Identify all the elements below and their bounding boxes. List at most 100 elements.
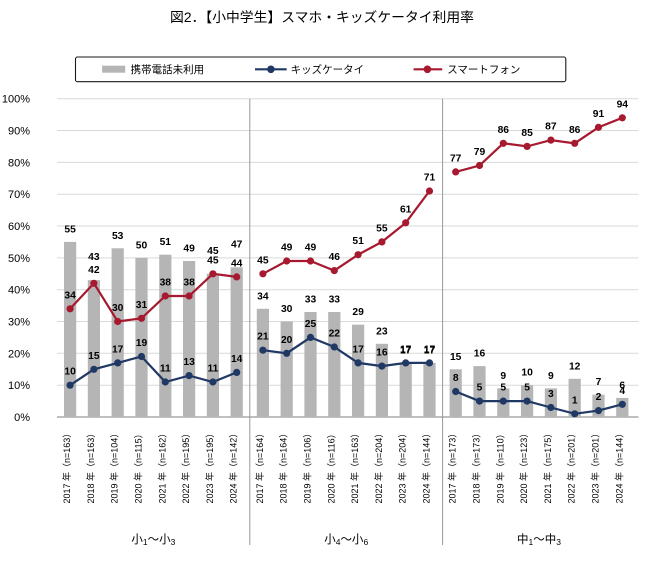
svg-text:2020 年（n=115）: 2020 年（n=115） — [133, 429, 144, 503]
svg-text:17: 17 — [352, 344, 364, 355]
svg-text:38: 38 — [183, 278, 195, 289]
svg-text:7: 7 — [596, 377, 602, 388]
svg-text:91: 91 — [593, 109, 605, 120]
svg-text:12: 12 — [569, 361, 581, 372]
svg-text:4: 4 — [619, 386, 625, 397]
svg-text:85: 85 — [521, 128, 533, 139]
svg-text:16: 16 — [376, 348, 388, 359]
svg-text:小4～小6: 小4～小6 — [324, 533, 368, 547]
svg-text:55: 55 — [64, 224, 76, 235]
svg-text:44: 44 — [231, 258, 243, 269]
svg-text:2019 年（n=106）: 2019 年（n=106） — [302, 429, 313, 504]
svg-text:87: 87 — [545, 122, 557, 133]
svg-text:2020 年（n=123）: 2020 年（n=123） — [518, 429, 529, 504]
svg-text:2023 年（n=195）: 2023 年（n=195） — [204, 429, 215, 504]
svg-text:5: 5 — [524, 383, 530, 394]
svg-text:31: 31 — [136, 300, 148, 311]
svg-text:77: 77 — [450, 153, 462, 164]
svg-text:55: 55 — [376, 223, 388, 234]
svg-text:2024 年（n=142）: 2024 年（n=142） — [228, 429, 239, 504]
svg-text:2018 年（n=163）: 2018 年（n=163） — [85, 429, 96, 504]
svg-text:100%: 100% — [2, 94, 30, 106]
svg-text:86: 86 — [498, 125, 510, 136]
svg-text:49: 49 — [305, 243, 317, 254]
svg-text:79: 79 — [474, 147, 486, 158]
svg-text:16: 16 — [474, 349, 486, 360]
svg-text:90%: 90% — [8, 126, 30, 138]
svg-text:11: 11 — [160, 364, 171, 375]
svg-text:2018 年（n=164）: 2018 年（n=164） — [278, 429, 289, 504]
svg-text:50%: 50% — [8, 253, 30, 265]
svg-text:2017 年（n=164）: 2017 年（n=164） — [254, 429, 265, 504]
svg-text:30: 30 — [112, 303, 124, 314]
svg-text:70%: 70% — [8, 189, 30, 201]
svg-text:43: 43 — [88, 252, 100, 263]
svg-text:61: 61 — [400, 204, 412, 215]
svg-text:45: 45 — [257, 255, 269, 266]
svg-text:1: 1 — [572, 395, 578, 406]
svg-text:携帯電話未利用: 携帯電話未利用 — [131, 63, 205, 76]
svg-text:20%: 20% — [8, 348, 30, 360]
svg-text:23: 23 — [376, 326, 388, 337]
svg-text:2017 年（n=173）: 2017 年（n=173） — [447, 429, 458, 504]
svg-text:19: 19 — [136, 338, 148, 349]
svg-text:10: 10 — [521, 368, 533, 379]
svg-text:80%: 80% — [8, 157, 30, 169]
svg-text:2021 年（n=163）: 2021 年（n=163） — [349, 429, 360, 504]
svg-text:スマートフォン: スマートフォン — [447, 64, 520, 76]
svg-text:60%: 60% — [8, 221, 30, 233]
svg-text:15: 15 — [88, 351, 100, 362]
svg-text:30%: 30% — [8, 317, 30, 329]
svg-text:2023 年（n=204）: 2023 年（n=204） — [397, 429, 408, 504]
svg-text:45: 45 — [207, 255, 219, 266]
svg-text:14: 14 — [231, 354, 243, 365]
svg-text:キッズケータイ: キッズケータイ — [291, 63, 365, 76]
svg-text:2022 年（n=201）: 2022 年（n=201） — [566, 429, 577, 504]
svg-text:17: 17 — [424, 344, 436, 355]
svg-text:2022 年（n=204）: 2022 年（n=204） — [373, 429, 384, 504]
svg-text:2021 年（n=175）: 2021 年（n=175） — [542, 429, 553, 504]
svg-text:2019 年（n=110）: 2019 年（n=110） — [494, 429, 505, 503]
svg-text:46: 46 — [329, 252, 341, 263]
svg-text:22: 22 — [329, 329, 341, 340]
svg-text:2: 2 — [596, 392, 602, 403]
svg-text:9: 9 — [548, 371, 554, 382]
svg-text:38: 38 — [160, 278, 172, 289]
svg-text:47: 47 — [231, 239, 243, 250]
svg-text:53: 53 — [112, 231, 124, 242]
svg-text:9: 9 — [500, 371, 506, 382]
svg-text:86: 86 — [569, 125, 581, 136]
svg-text:34: 34 — [257, 291, 269, 302]
svg-text:2020 年（n=116）: 2020 年（n=116） — [325, 429, 336, 503]
svg-text:小1～小3: 小1～小3 — [131, 533, 175, 547]
svg-text:29: 29 — [352, 307, 364, 318]
svg-text:17: 17 — [400, 344, 412, 355]
svg-text:34: 34 — [64, 290, 76, 301]
svg-text:2024 年（n=144）: 2024 年（n=144） — [613, 429, 624, 504]
svg-text:21: 21 — [257, 332, 269, 343]
svg-text:33: 33 — [329, 295, 341, 306]
svg-text:中1～中3: 中1～中3 — [517, 533, 561, 547]
svg-text:51: 51 — [160, 237, 172, 248]
svg-text:30: 30 — [281, 304, 293, 315]
svg-text:42: 42 — [88, 265, 100, 276]
svg-text:71: 71 — [424, 173, 436, 184]
svg-text:15: 15 — [450, 352, 462, 363]
svg-text:17: 17 — [112, 344, 124, 355]
svg-text:51: 51 — [352, 236, 364, 247]
svg-text:8: 8 — [453, 373, 459, 384]
svg-text:2022 年（n=195）: 2022 年（n=195） — [180, 429, 191, 504]
svg-text:2018 年（n=173）: 2018 年（n=173） — [471, 429, 482, 504]
svg-text:2017 年（n=163）: 2017 年（n=163） — [61, 429, 72, 504]
svg-text:2024 年（n=144）: 2024 年（n=144） — [421, 429, 432, 504]
svg-text:10%: 10% — [8, 380, 30, 392]
svg-text:49: 49 — [281, 243, 293, 254]
svg-text:11: 11 — [207, 364, 218, 375]
svg-text:20: 20 — [281, 335, 293, 346]
svg-text:94: 94 — [617, 99, 629, 110]
svg-text:5: 5 — [477, 383, 483, 394]
svg-text:25: 25 — [305, 319, 317, 330]
svg-text:10: 10 — [64, 367, 76, 378]
svg-text:図2．【小中学生】スマホ・キッズケータイ利用率: 図2．【小中学生】スマホ・キッズケータイ利用率 — [170, 9, 474, 25]
svg-text:5: 5 — [500, 383, 506, 394]
